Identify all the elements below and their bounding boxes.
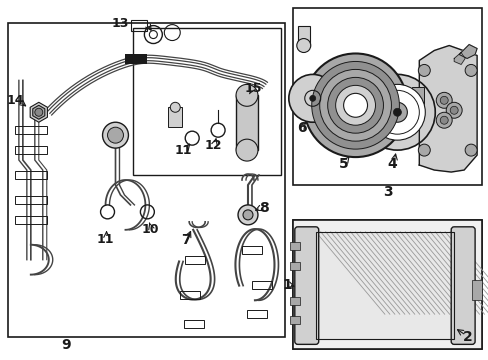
Bar [15, 216, 47, 224]
Bar [133, 28, 280, 175]
Circle shape [435, 112, 451, 128]
Circle shape [449, 106, 457, 114]
Bar [292, 220, 481, 349]
Circle shape [417, 144, 429, 156]
Circle shape [464, 64, 476, 76]
Text: 15: 15 [244, 82, 261, 95]
FancyBboxPatch shape [294, 227, 318, 345]
Circle shape [369, 84, 425, 140]
Circle shape [446, 102, 461, 118]
Bar [289, 297, 299, 305]
Bar [242, 246, 262, 254]
Polygon shape [453, 53, 464, 64]
Bar [15, 146, 47, 154]
Bar [289, 242, 299, 250]
Circle shape [386, 102, 407, 122]
Circle shape [238, 205, 258, 225]
Bar [185, 256, 205, 264]
Text: 9: 9 [61, 338, 70, 352]
Bar [292, 220, 481, 349]
Circle shape [319, 69, 390, 141]
Circle shape [170, 102, 180, 112]
FancyBboxPatch shape [450, 227, 474, 345]
Text: 12: 12 [204, 139, 222, 152]
Circle shape [393, 108, 401, 116]
Circle shape [35, 108, 42, 116]
Circle shape [435, 92, 451, 108]
Bar [471, 280, 481, 300]
Bar [15, 196, 47, 204]
Bar [411, 87, 424, 105]
Bar [15, 126, 47, 134]
Text: 5: 5 [338, 157, 348, 171]
Text: 7: 7 [181, 233, 191, 247]
Bar [246, 310, 266, 319]
Bar [289, 316, 299, 324]
Bar [292, 8, 481, 185]
Circle shape [335, 85, 375, 125]
Circle shape [359, 75, 434, 150]
Text: 2: 2 [462, 330, 472, 345]
Circle shape [107, 127, 123, 143]
Circle shape [311, 62, 399, 149]
Circle shape [327, 77, 383, 133]
Bar [297, 26, 309, 45]
Polygon shape [30, 102, 47, 122]
Text: 4: 4 [387, 157, 396, 171]
Text: 10: 10 [142, 223, 159, 236]
Circle shape [343, 93, 367, 117]
Bar [180, 291, 200, 298]
Circle shape [439, 96, 447, 104]
Bar [289, 262, 299, 270]
Circle shape [236, 84, 258, 106]
Bar [8, 23, 285, 337]
Circle shape [439, 116, 447, 124]
Bar [251, 280, 271, 289]
Circle shape [309, 95, 315, 101]
Circle shape [236, 139, 258, 161]
Text: 3: 3 [382, 185, 391, 199]
Polygon shape [33, 105, 45, 119]
Circle shape [243, 210, 252, 220]
Text: 11: 11 [174, 144, 192, 157]
Polygon shape [458, 45, 476, 58]
Polygon shape [419, 45, 476, 172]
Circle shape [102, 122, 128, 148]
Bar [315, 232, 453, 339]
Circle shape [464, 144, 476, 156]
Bar [236, 95, 258, 150]
Circle shape [303, 54, 407, 157]
Text: 1: 1 [282, 278, 291, 292]
Bar [184, 320, 203, 328]
Text: 8: 8 [259, 201, 268, 215]
Bar [125, 54, 147, 64]
Text: 14: 14 [6, 94, 23, 107]
Text: 13: 13 [112, 17, 129, 30]
Circle shape [288, 75, 336, 122]
Text: 11: 11 [97, 233, 114, 246]
Circle shape [296, 39, 310, 53]
Circle shape [417, 64, 429, 76]
Bar [15, 171, 47, 179]
Bar [131, 20, 147, 31]
Bar [315, 232, 453, 339]
Text: 6: 6 [296, 121, 306, 135]
Bar [168, 107, 182, 127]
